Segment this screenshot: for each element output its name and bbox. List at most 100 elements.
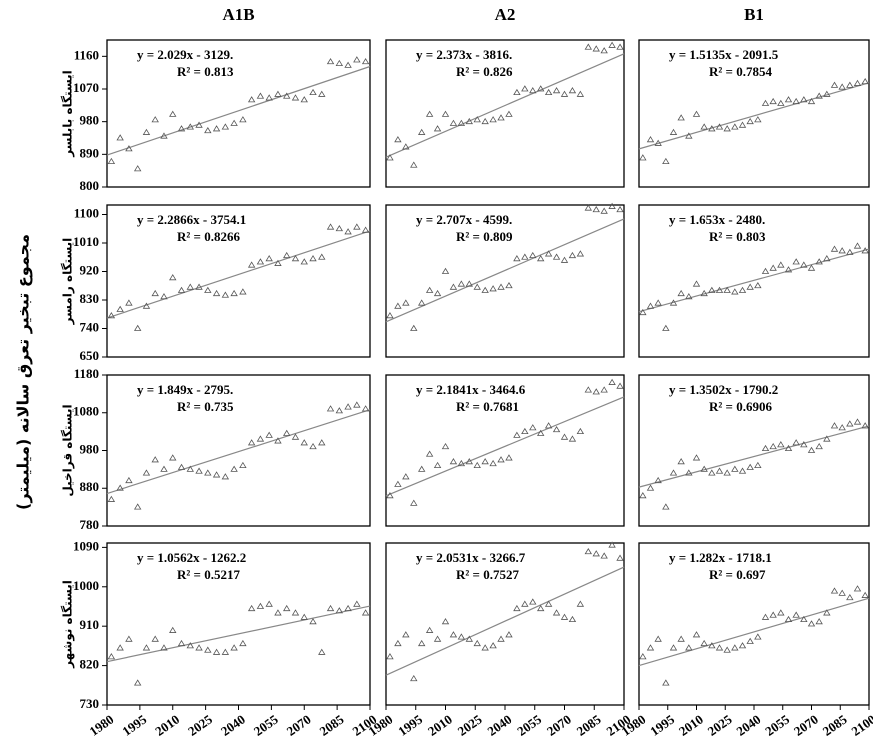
point [133,503,142,510]
trend-line [106,409,371,495]
y-tick-label: 1000 [73,578,99,593]
y-tick-label: 650 [80,348,100,363]
x-tick-label: 2085 [317,711,347,738]
point [394,639,402,647]
trend-line [638,82,870,150]
point [846,248,854,255]
point [560,613,569,620]
point [116,305,124,312]
plot-frame [106,39,371,188]
point [576,250,585,257]
point [777,441,785,448]
point [309,255,317,262]
point [769,264,777,271]
point [815,258,823,265]
y-tick-label: 780 [80,517,100,532]
point [335,224,344,232]
point [769,97,777,105]
point [169,454,177,461]
x-tick-label: 2010 [152,712,182,739]
x-tick-label: 2040 [218,712,248,739]
point [361,405,370,412]
point [402,631,410,638]
point [116,134,124,141]
point [489,642,497,649]
point [394,302,402,309]
point [692,631,701,638]
point [309,618,317,625]
point [186,123,194,130]
equation: y = 1.0562x - 1262.2 [137,550,246,565]
point [107,157,116,164]
x-tick-label: 2070 [544,712,574,739]
point [685,132,693,139]
point [823,90,831,97]
point [830,245,839,252]
point [552,609,561,616]
point [521,253,529,260]
point [529,598,537,605]
point [394,480,402,487]
point [300,613,308,620]
point [513,88,521,96]
point [677,114,685,121]
point [505,631,513,638]
point [815,442,823,450]
x-tick-label: 2040 [485,712,515,739]
point [592,205,600,213]
point [723,286,731,293]
point [584,204,593,211]
point [544,600,553,607]
equation: y = 1.653x - 2480. [669,212,765,227]
point [142,644,151,651]
x-tick-label: 2025 [455,711,485,738]
x-tick-label: 2100 [849,712,873,739]
point [204,286,212,293]
point [830,587,839,594]
y-tick-label: 800 [80,178,100,193]
point [142,128,151,135]
x-tick-label: 1995 [119,711,149,738]
point [731,644,739,651]
point [685,469,693,476]
point [662,157,670,164]
point [160,465,168,472]
point [410,499,418,506]
point [513,431,521,438]
point [441,618,450,625]
point [309,442,317,450]
point [497,114,505,121]
point [394,136,402,143]
point [800,96,808,103]
point [151,116,159,123]
point [823,609,831,616]
point [481,117,489,125]
point [151,635,159,642]
x-tick-label: 1980 [87,712,117,739]
point [584,386,593,393]
x-tick-label: 1995 [395,711,425,738]
point [417,299,426,306]
point [142,469,151,476]
point [576,427,585,435]
point [221,648,230,655]
point [309,88,317,96]
point [815,618,823,625]
point [846,420,854,427]
point [116,644,124,651]
y-tick-label: 920 [80,262,100,277]
point [592,388,600,395]
point [792,611,800,618]
point [669,299,678,306]
y-tick-label: 910 [80,617,100,632]
point [133,165,142,172]
point [861,247,869,254]
point [335,407,344,414]
r-squared: R² = 0.697 [709,567,766,582]
point [195,283,203,290]
point [125,635,133,642]
row-label: ایستگاه رامسر [61,238,75,326]
point [677,458,685,465]
point [247,439,256,446]
point [160,644,168,651]
